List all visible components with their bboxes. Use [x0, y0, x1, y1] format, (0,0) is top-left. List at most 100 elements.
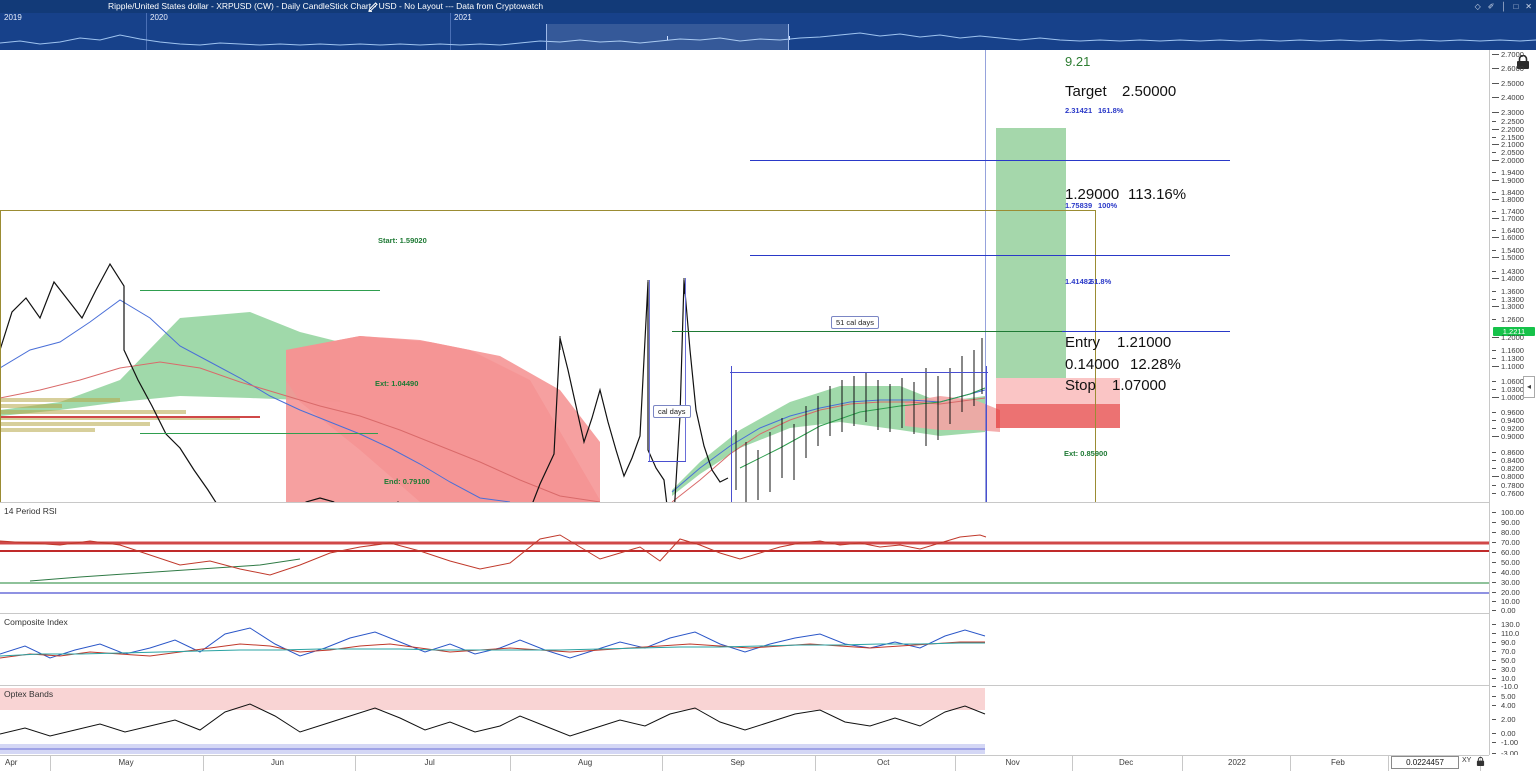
axis-label: 30.0: [1501, 665, 1516, 674]
axis-tick: [1492, 642, 1496, 643]
time-axis-label: May: [118, 758, 134, 767]
axis-tick: [1492, 180, 1499, 181]
axis-tick: [1492, 337, 1499, 338]
axis-label: 50.0: [1501, 656, 1516, 665]
chart-navigator[interactable]: 2019 2020 2021: [0, 13, 1536, 50]
optex-bands-pane[interactable]: Optex Bands: [0, 685, 1489, 755]
pin-icon[interactable]: ✐: [1487, 2, 1495, 11]
trade-anchor-line[interactable]: [1095, 210, 1096, 502]
axis-label: 2.7000: [1501, 50, 1524, 59]
composite-index-pane[interactable]: Composite Index: [0, 613, 1489, 686]
axis-tick: [1492, 572, 1496, 573]
level-line-2000: [0, 210, 1096, 211]
measure-right-handle[interactable]: [986, 366, 987, 502]
axis-tick: [1492, 601, 1496, 602]
time-axis-separator: [355, 756, 356, 771]
entry-zone[interactable]: [996, 378, 1066, 404]
axis-tick: [1492, 582, 1496, 583]
stop-risk-zone[interactable]: [996, 404, 1120, 428]
close-icon[interactable]: ✕: [1525, 2, 1532, 11]
axis-label: 1.7400: [1501, 207, 1524, 216]
measure-left-handle[interactable]: [731, 366, 732, 502]
restore-icon[interactable]: ◇: [1474, 2, 1481, 11]
fib-line-100: [750, 255, 1230, 256]
composite-index-pane-title: Composite Index: [4, 617, 68, 627]
axis-tick: [1492, 389, 1496, 390]
fib-ext-start: Start: 1.59020: [378, 236, 427, 245]
caldays-right-handle[interactable]: [685, 278, 686, 462]
axis-tick: [1492, 742, 1496, 743]
panel-collapse-toggle[interactable]: ◂: [1523, 376, 1535, 398]
axis-tick: [1492, 257, 1499, 258]
axis-tick: [1492, 610, 1496, 611]
target-profit-zone[interactable]: [996, 128, 1066, 378]
trade-setup-frame[interactable]: [0, 210, 1096, 502]
navigator-year-2020: 2020: [150, 13, 168, 22]
pencil-icon[interactable]: [368, 2, 378, 12]
axis-tick: [1492, 562, 1496, 563]
maximize-icon[interactable]: □: [1513, 2, 1519, 11]
axis-label: 1.9000: [1501, 176, 1524, 185]
axis-tick: [1492, 420, 1496, 421]
risk-percent: 12.28%: [1130, 356, 1181, 373]
axis-tick: [1492, 250, 1496, 251]
axis-tick: [1492, 485, 1496, 486]
price-axis[interactable]: 1.2211 2.80002.70002.60002.50002.40002.3…: [1489, 50, 1536, 755]
navigator-viewport-handle-right[interactable]: [789, 36, 790, 40]
axis-tick: [1492, 624, 1496, 625]
axis-label: 2.3000: [1501, 108, 1524, 117]
window-controls[interactable]: ◇ ✐ │ □ ✕: [1475, 0, 1532, 13]
axis-tick: [1492, 230, 1496, 231]
axis-tick: [1492, 160, 1499, 161]
target-value: 2.50000: [1122, 83, 1177, 100]
lock-icon[interactable]: [1516, 55, 1530, 70]
time-axis-separator: [203, 756, 204, 771]
measure-line-caldays: [648, 461, 686, 462]
axis-tick: [1492, 696, 1496, 697]
axis-label: 5.00: [1501, 692, 1516, 701]
navigator-minichart: [0, 32, 1536, 46]
axis-lock-icon[interactable]: [1476, 757, 1485, 767]
risk-reward-label: 9.21: [1065, 54, 1091, 69]
risk-value: 0.14000: [1065, 356, 1120, 373]
time-axis[interactable]: AprMayJunJulAugSepOctNovDec2022FebMar: [0, 755, 1489, 771]
axis-tick: [1492, 686, 1496, 687]
axis-tick: [1492, 291, 1496, 292]
axis-tick: [1492, 306, 1499, 307]
axis-tick: [1492, 218, 1499, 219]
fib-label-100-price: 1.75839: [1065, 201, 1093, 210]
fib-ext-end: End: 0.79100: [384, 477, 430, 486]
time-axis-separator: [510, 756, 511, 771]
axis-label: 100.00: [1501, 508, 1524, 517]
axis-label: 1.5000: [1501, 253, 1524, 262]
axis-tick: [1492, 199, 1499, 200]
navigator-viewport-handle[interactable]: [667, 36, 668, 40]
axis-label: 130.0: [1501, 620, 1520, 629]
axis-label: 1.4300: [1501, 267, 1524, 276]
axis-tick: [1492, 211, 1496, 212]
axis-tick: [1492, 460, 1496, 461]
price-chart-pane[interactable]: 9.21 Target 2.50000 2.31421 161.8% 1.290…: [0, 50, 1489, 502]
axis-label: 1.3300: [1501, 295, 1524, 304]
ext-line-start: [140, 290, 380, 291]
axis-label: 0.8200: [1501, 464, 1524, 473]
axis-tick: [1492, 112, 1499, 113]
axis-label: 2.2000: [1501, 125, 1524, 134]
ext-line-104490: [140, 433, 378, 434]
axis-label: 10.0: [1501, 674, 1516, 683]
fib-label-618-price: 1.41482: [1065, 277, 1093, 286]
window-title: Ripple/United States dollar - XRPUSD (CW…: [108, 1, 544, 11]
axis-tick: [1492, 271, 1496, 272]
axis-label: 50.00: [1501, 558, 1520, 567]
axis-tick: [1492, 137, 1496, 138]
rsi-pane[interactable]: 14 Period RSI: [0, 502, 1489, 612]
axis-label: 1.3600: [1501, 287, 1524, 296]
axis-tick: [1492, 660, 1496, 661]
axis-label: 2.0500: [1501, 148, 1524, 157]
caldays-left-handle[interactable]: [649, 280, 650, 462]
time-axis-label: Apr: [5, 758, 18, 767]
axis-label: 2.1500: [1501, 133, 1524, 142]
status-value[interactable]: 0.0224457: [1391, 756, 1459, 769]
axis-label: 70.00: [1501, 538, 1520, 547]
axis-tick: [1492, 83, 1499, 84]
